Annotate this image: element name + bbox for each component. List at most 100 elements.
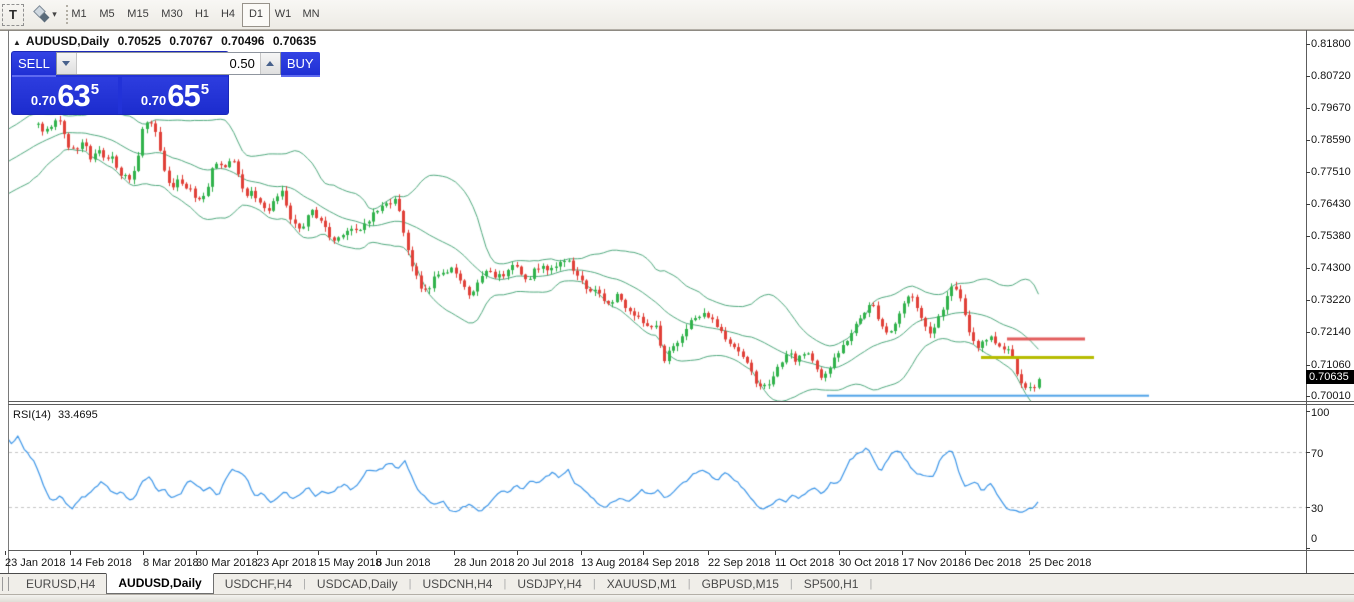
tab-separator: | — [408, 578, 412, 590]
tab-AUDUSD-Daily[interactable]: AUDUSD,Daily — [106, 572, 214, 594]
price-axis-label: 0.74300 — [1311, 261, 1351, 274]
price-axis-separator — [1306, 30, 1307, 573]
arrows-tool-button[interactable]: ▾ — [30, 4, 62, 25]
date-axis-tick — [376, 551, 377, 555]
date-axis-label: 13 Aug 2018 — [581, 557, 643, 569]
triangle-down-icon — [62, 61, 71, 66]
date-axis-tick — [143, 551, 144, 555]
price-axis-tick — [1306, 364, 1310, 366]
price-axis-label: 0.78590 — [1311, 133, 1351, 146]
price-axis-tick — [1306, 204, 1310, 206]
date-axis-tick — [902, 551, 903, 555]
rsi-axis-tick — [1306, 410, 1310, 412]
date-axis-label: 30 Oct 2018 — [839, 557, 899, 569]
rsi-value: 33.4695 — [57, 409, 98, 421]
date-axis-label: 25 Dec 2018 — [1029, 557, 1092, 569]
sell-price-sup: 5 — [90, 81, 100, 98]
price-axis-tick — [1306, 139, 1310, 141]
main-rsi-separator-2 — [8, 404, 1354, 405]
chart-top-border — [0, 30, 1354, 31]
ohlc-high: 0.70767 — [169, 34, 213, 48]
buy-price-big: 65 — [167, 77, 200, 113]
tab-GBPUSD-M15[interactable]: GBPUSD,M15 — [701, 577, 779, 591]
rsi-axis-label: 0 — [1311, 533, 1318, 545]
price-axis-tick — [1306, 172, 1310, 174]
tab-SP500-H1[interactable]: SP500,H1 — [803, 577, 859, 591]
timeframe-M15[interactable]: M15 — [127, 8, 149, 20]
ohlc-low: 0.70496 — [221, 34, 265, 48]
date-axis-label: 11 Oct 2018 — [775, 557, 835, 569]
volume-increase-button[interactable] — [259, 53, 280, 74]
rsi-name: RSI(14) — [13, 409, 51, 421]
tab-separator: | — [789, 578, 793, 590]
date-axis-tick — [965, 551, 966, 555]
toolbar: T ▾ M1 M5 M15 M30 H1 H4 D1 W1 MN — [0, 0, 1354, 30]
tab-USDCAD-Daily[interactable]: USDCAD,Daily — [316, 577, 398, 591]
price-axis-label: 0.75380 — [1311, 229, 1351, 242]
timeframe-M1[interactable]: M1 — [71, 8, 87, 20]
chart-tabs-bar: EURUSD,H4 AUDUSD,Daily USDCHF,H4 | USDCAD,Da… — [0, 572, 1354, 594]
tab-USDJPY-H4[interactable]: USDJPY,H4 — [517, 577, 582, 591]
date-axis-label: 6 Dec 2018 — [965, 557, 1022, 569]
tab-EURUSD-H4[interactable]: EURUSD,H4 — [26, 577, 96, 591]
tabbar-splitter[interactable] — [2, 577, 9, 591]
rsi-axis-label: 70 — [1311, 447, 1324, 460]
rsi-label: RSI(14) 33.4695 — [13, 409, 102, 421]
price-axis-label: 0.79670 — [1311, 101, 1351, 114]
sell-price-big: 63 — [57, 77, 90, 113]
date-axis-label: 8 Mar 2018 — [143, 557, 199, 569]
date-axis-tick — [839, 551, 840, 555]
tab-separator: | — [592, 578, 596, 590]
volume-decrease-button[interactable] — [56, 53, 77, 74]
tab-separator: | — [869, 578, 873, 590]
sell-price-tile[interactable]: 0.70 63 5 — [12, 77, 118, 114]
date-axis-tick — [1029, 551, 1030, 555]
price-axis-label: 0.70010 — [1311, 390, 1351, 402]
tab-USDCNH-H4[interactable]: USDCNH,H4 — [422, 577, 493, 591]
buy-price-tile[interactable]: 0.70 65 5 — [122, 77, 228, 114]
date-axis-bottom-border — [0, 573, 1354, 574]
price-axis-tick — [1306, 332, 1310, 334]
collapse-panel-icon[interactable]: ▲ — [13, 38, 21, 47]
tab-USDCHF-H4[interactable]: USDCHF,H4 — [224, 577, 293, 591]
buy-button[interactable]: BUY — [280, 52, 320, 77]
triangle-up-icon — [266, 61, 275, 66]
date-axis-tick — [454, 551, 455, 555]
date-axis-label: 4 Sep 2018 — [643, 557, 700, 569]
timeframe-H4[interactable]: H4 — [220, 8, 236, 20]
tab-separator: | — [503, 578, 507, 590]
date-axis-label: 23 Apr 2018 — [257, 557, 317, 569]
text-tool-button[interactable]: T — [2, 4, 24, 26]
buy-price-small: 0.70 — [140, 93, 167, 108]
tab-XAUUSD-M1[interactable]: XAUUSD,M1 — [606, 577, 677, 591]
price-axis-tick — [1306, 44, 1310, 45]
date-axis-tick — [708, 551, 709, 555]
timeframe-D1[interactable]: D1 — [242, 3, 270, 27]
timeframe-M5[interactable]: M5 — [99, 8, 115, 20]
price-axis-tick — [1306, 235, 1310, 237]
rsi-indicator-canvas[interactable] — [9, 405, 1306, 550]
date-axis-label: 23 Jan 2018 — [5, 557, 66, 569]
tab-separator: | — [687, 578, 691, 590]
timeframe-W1[interactable]: W1 — [274, 8, 292, 20]
ohlc-close: 0.70635 — [272, 34, 317, 48]
price-axis-label: 0.73220 — [1311, 294, 1351, 307]
chevron-down-icon: ▾ — [52, 9, 57, 19]
date-axis-label: 28 Jun 2018 — [454, 557, 515, 569]
date-axis-label: 30 Mar 2018 — [196, 557, 258, 569]
rsi-axis-label: 100 — [1311, 406, 1330, 419]
date-axis-tick — [318, 551, 319, 555]
toolbar-grip[interactable] — [66, 5, 68, 24]
date-axis-label: 14 Feb 2018 — [70, 557, 132, 569]
volume-input[interactable] — [76, 53, 260, 74]
date-axis-tick — [581, 551, 582, 555]
date-axis-tick — [775, 551, 776, 555]
timeframe-MN[interactable]: MN — [302, 8, 320, 20]
rsi-axis-label: 30 — [1311, 502, 1324, 515]
date-axis-label: 17 Nov 2018 — [902, 557, 965, 569]
timeframe-H1[interactable]: H1 — [194, 8, 210, 20]
chart-symbol: AUDUSD,Daily — [25, 34, 110, 48]
price-axis-tick — [1306, 76, 1310, 78]
sell-button[interactable]: SELL — [12, 52, 56, 77]
timeframe-M30[interactable]: M30 — [161, 8, 183, 20]
